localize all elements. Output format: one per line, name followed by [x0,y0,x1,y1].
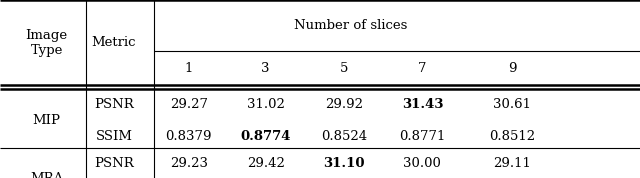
Text: 29.27: 29.27 [170,98,208,111]
Text: 30.61: 30.61 [493,98,531,111]
Text: PSNR: PSNR [94,157,134,170]
Text: 29.92: 29.92 [325,98,364,111]
Text: MRA: MRA [30,172,63,178]
Text: 31.02: 31.02 [246,98,285,111]
Text: 7: 7 [418,62,427,75]
Text: 0.8524: 0.8524 [321,130,367,143]
Text: 30.00: 30.00 [403,157,442,170]
Text: 0.8771: 0.8771 [399,130,445,143]
Text: 0.8774: 0.8774 [241,130,291,143]
Text: 3: 3 [261,62,270,75]
Text: 9: 9 [508,62,516,75]
Text: 1: 1 [184,62,193,75]
Text: SSIM: SSIM [95,130,132,143]
Text: 0.8379: 0.8379 [166,130,212,143]
Text: 31.10: 31.10 [324,157,365,170]
Text: 29.23: 29.23 [170,157,208,170]
Text: 29.11: 29.11 [493,157,531,170]
Text: Image
Type: Image Type [26,29,68,57]
Text: 0.8512: 0.8512 [489,130,535,143]
Text: Number of slices: Number of slices [294,19,407,32]
Text: PSNR: PSNR [94,98,134,111]
Text: Metric: Metric [92,36,136,49]
Text: 5: 5 [340,62,349,75]
Text: 31.43: 31.43 [402,98,443,111]
Text: 29.42: 29.42 [246,157,285,170]
Text: MIP: MIP [33,114,61,127]
